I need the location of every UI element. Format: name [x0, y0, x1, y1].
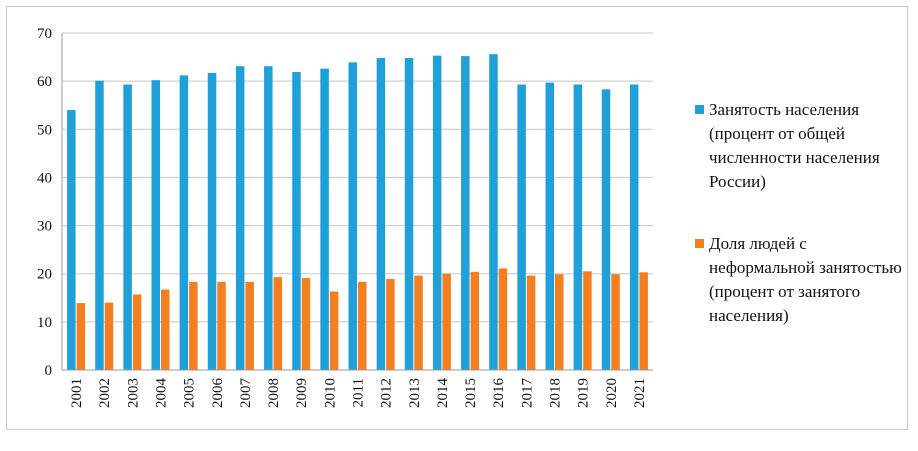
y-tick-label: 60: [37, 74, 52, 90]
bar-informal: [245, 281, 254, 370]
x-tick-label: 2002: [97, 378, 113, 408]
legend-label-employment: Занятость населения (процент от общей чи…: [709, 100, 880, 191]
x-tick-label: 2011: [351, 378, 367, 407]
bar-informal: [498, 268, 508, 370]
bar-informal: [301, 278, 311, 370]
bar-employment: [123, 84, 132, 371]
x-tick-label: 2017: [519, 378, 535, 409]
y-tick-label: 20: [37, 267, 52, 283]
legend-swatch-informal: [695, 239, 704, 248]
bar-informal: [639, 272, 648, 370]
y-tick-label: 50: [37, 122, 52, 138]
x-tick-label: 2021: [632, 378, 648, 408]
gridlines: [62, 32, 653, 371]
bar-informal: [583, 271, 592, 370]
x-tick-label: 2020: [604, 378, 620, 408]
y-tick-label: 0: [45, 363, 53, 379]
bar-informal: [555, 274, 564, 370]
bars: [67, 54, 648, 371]
bar-employment: [573, 84, 583, 371]
x-tick-label: 2005: [182, 378, 198, 408]
bar-informal: [76, 303, 86, 370]
x-tick-label: 2013: [407, 378, 423, 408]
x-tick-label: 2014: [435, 378, 451, 409]
bar-informal: [414, 275, 423, 370]
bar-employment: [489, 54, 498, 370]
bar-employment: [348, 62, 357, 371]
bar-informal: [104, 302, 114, 370]
bar-employment: [432, 55, 442, 371]
x-tick-label: 2001: [69, 378, 85, 408]
bar-informal: [132, 294, 142, 370]
x-tick-label: 2018: [548, 378, 564, 408]
bar-employment: [67, 110, 76, 371]
bar-employment: [320, 68, 329, 370]
x-tick-label: 2010: [322, 378, 338, 408]
bar-employment: [629, 84, 639, 371]
x-tick-label: 2019: [576, 378, 592, 408]
bar-informal: [329, 291, 339, 370]
bar-informal: [161, 289, 170, 370]
bar-employment: [151, 80, 160, 371]
x-tick-label: 2003: [125, 378, 141, 408]
legend-label-informal: Доля людей с неформальной занятостью (пр…: [709, 234, 902, 325]
bar-informal: [386, 279, 395, 370]
bar-employment: [376, 58, 386, 370]
x-tick-label: 2008: [266, 378, 282, 408]
legend-swatch-employment: [695, 105, 704, 114]
bar-informal: [217, 281, 226, 370]
bar-employment: [404, 58, 414, 370]
y-tick-label: 70: [37, 26, 52, 42]
bar-informal: [526, 275, 536, 370]
legend-item-employment: Занятость населения (процент от общей чи…: [695, 98, 905, 194]
x-tick-label: 2009: [294, 378, 310, 408]
bar-informal: [442, 273, 451, 370]
bar-employment: [235, 66, 245, 371]
bar-employment: [461, 56, 470, 370]
x-tick-label: 2004: [154, 378, 170, 409]
x-tick-label: 2006: [210, 378, 226, 409]
x-tick-label: 2007: [238, 378, 254, 409]
bar-employment: [179, 75, 189, 370]
bar-employment: [95, 80, 104, 370]
bar-employment: [207, 72, 217, 371]
bar-informal: [611, 274, 620, 370]
bar-employment: [292, 71, 301, 370]
bar-informal: [273, 277, 283, 370]
x-tick-label: 2012: [379, 378, 395, 408]
y-tick-label: 10: [37, 315, 52, 331]
bar-employment: [545, 82, 554, 370]
bar-informal: [470, 271, 480, 370]
bar-informal: [189, 281, 198, 370]
bar-employment: [264, 66, 273, 371]
axes: 0 10 20 30 40 50 60 70 2001 2002 2003 2004 2005 2006 2…: [37, 26, 653, 408]
y-tick-label: 30: [37, 219, 52, 235]
x-tick-label: 2015: [463, 378, 479, 408]
y-tick-label: 40: [37, 170, 52, 186]
bar-employment: [601, 89, 611, 370]
bar-employment: [517, 84, 526, 371]
legend-item-informal: Доля людей с неформальной занятостью (пр…: [695, 232, 905, 328]
x-tick-label: 2016: [491, 378, 507, 409]
bar-informal: [358, 281, 367, 370]
